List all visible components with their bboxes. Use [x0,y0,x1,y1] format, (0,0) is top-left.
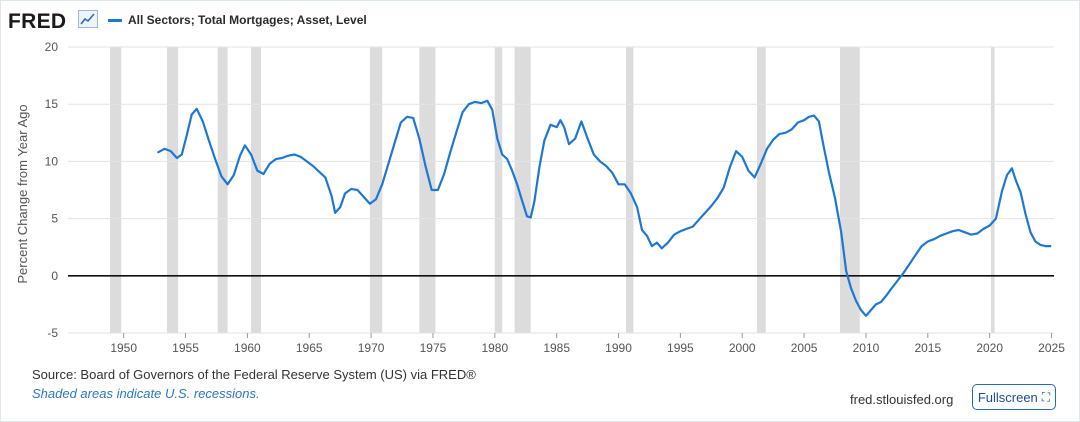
legend-label: All Sectors; Total Mortgages; Asset, Lev… [128,13,367,27]
recession-band-7 [514,47,531,333]
axis-ticks: -5 0 5 10 15 20 1950 1955 1960 1965 1970 1975 1980 19… [45,40,1066,355]
x-tick-label: 2005 [791,341,818,355]
legend: All Sectors; Total Mortgages; Asset, Lev… [108,13,367,27]
y-tick-label: 20 [45,40,59,54]
recession-band-6 [494,47,503,333]
recession-band-9 [757,47,766,333]
site-link[interactable]: fred.stlouisfed.org [850,392,954,407]
recession-band-11 [990,47,995,333]
x-tick-label: 2010 [853,341,880,355]
y-tick-label: 10 [45,154,59,168]
x-tick-label: 2015 [914,341,941,355]
y-tick-label: -5 [47,326,58,340]
fullscreen-icon: ⛶ [1041,389,1051,404]
x-tick-label: 1965 [296,341,323,355]
recession-band-0 [110,47,122,333]
recession-band-4 [369,47,383,333]
recession-band-10 [839,47,860,333]
recession-band-3 [251,47,261,333]
source-note: Source: Board of Governors of the Federa… [32,367,476,382]
chart-logo-icon [78,10,98,28]
x-tick-label: 2020 [976,341,1003,355]
x-tick-label: 1970 [358,341,385,355]
y-tick-label: 15 [45,97,59,111]
x-tick-label: 1985 [543,341,570,355]
x-tick-label: 2000 [729,341,756,355]
x-tick-label: 1960 [234,341,261,355]
y-tick-label: 5 [51,212,58,226]
x-tick-label: 1995 [667,341,694,355]
series-line-0 [157,99,1052,317]
gridlines [68,46,1054,334]
fred-logo[interactable]: FRED [8,10,66,34]
fred-wordmark: FRED [8,10,67,33]
x-tick-label: 1955 [172,341,199,355]
recession-shading [110,47,995,333]
y-tick-label: 0 [51,269,58,283]
x-tick-label: 1990 [605,341,632,355]
recession-band-1 [166,47,179,333]
recession-note: Shaded areas indicate U.S. recessions. [32,386,260,401]
x-tick-label: 1975 [420,341,447,355]
x-tick-label: 2025 [1038,341,1065,355]
series-layer [157,99,1052,317]
x-tick-label: 1980 [481,341,508,355]
fullscreen-button[interactable]: Fullscreen ⛶ [972,384,1056,410]
fullscreen-label: Fullscreen [977,389,1038,405]
y-axis-title: Percent Change from Year Ago [15,104,30,283]
recession-band-5 [419,47,436,333]
x-tick-label: 1950 [110,341,137,355]
legend-swatch [108,18,122,22]
recession-band-2 [217,47,228,333]
